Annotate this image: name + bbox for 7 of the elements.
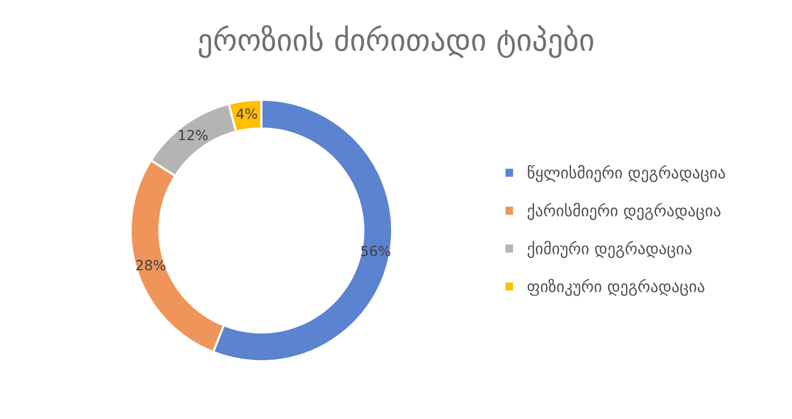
chart-title: ეროზიის ძირითადი ტიპები bbox=[198, 25, 594, 58]
legend-label: ფიზიკური დეგრადაცია bbox=[528, 278, 704, 296]
legend-label: ქიმიური დეგრადაცია bbox=[528, 240, 692, 258]
data-label: 12% bbox=[179, 130, 208, 140]
legend-label: ქარისმიერი დეგრადაცია bbox=[528, 202, 720, 220]
legend-label: წყლისმიერი დეგრადაცია bbox=[528, 165, 725, 182]
data-label: 4% bbox=[236, 108, 258, 120]
